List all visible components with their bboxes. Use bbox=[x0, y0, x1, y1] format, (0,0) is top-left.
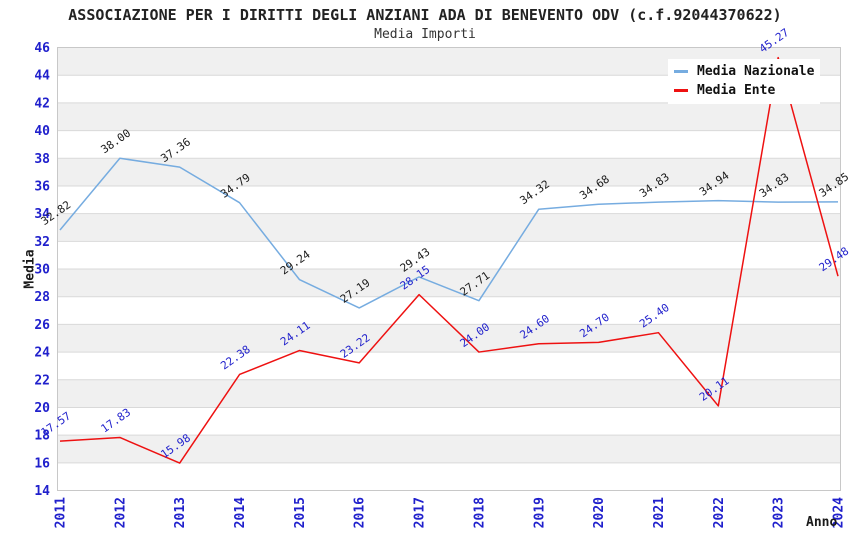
x-tick-label: 2018 bbox=[472, 497, 487, 528]
legend: Media Nazionale Media Ente bbox=[668, 59, 820, 104]
plot-band bbox=[57, 296, 841, 325]
y-tick-label: 36 bbox=[34, 179, 50, 194]
plot-band bbox=[57, 462, 841, 491]
y-axis-title: Media bbox=[22, 249, 38, 289]
y-tick-label: 40 bbox=[34, 124, 50, 139]
y-tick-label: 16 bbox=[34, 456, 50, 471]
x-tick-label: 2022 bbox=[712, 497, 727, 528]
legend-swatch-media-ente bbox=[674, 89, 688, 92]
series-line-media-nazionale bbox=[59, 157, 839, 309]
y-tick-label: 46 bbox=[34, 41, 50, 56]
x-tick-label: 2011 bbox=[54, 497, 69, 528]
y-tick-label: 28 bbox=[34, 290, 50, 305]
plot-band bbox=[57, 269, 841, 297]
series-line-media-ente bbox=[59, 56, 839, 464]
chart-subtitle: Media Importi bbox=[374, 27, 476, 42]
x-tick-label: 2017 bbox=[413, 497, 428, 528]
chart-title: ASSOCIAZIONE PER I DIRITTI DEGLI ANZIANI… bbox=[68, 6, 782, 24]
plot-band bbox=[57, 435, 841, 463]
x-tick-label: 2015 bbox=[293, 497, 308, 528]
y-tick-label: 20 bbox=[34, 401, 50, 416]
x-tick-label: 2021 bbox=[652, 497, 667, 528]
plot-band bbox=[57, 324, 841, 353]
x-tick-label: 2014 bbox=[233, 497, 248, 528]
x-tick-label: 2013 bbox=[173, 497, 188, 528]
legend-item-media-nazionale: Media Nazionale bbox=[674, 62, 820, 81]
legend-label: Media Nazionale bbox=[697, 64, 815, 79]
plot-border bbox=[57, 47, 841, 491]
plot-band bbox=[57, 213, 841, 242]
plot-band bbox=[57, 379, 841, 408]
plot-band bbox=[57, 352, 841, 380]
y-tick-label: 38 bbox=[34, 152, 50, 167]
plot-band bbox=[57, 102, 841, 131]
y-tick-label: 22 bbox=[34, 373, 50, 388]
x-tick-label: 2023 bbox=[772, 497, 787, 528]
plot-band bbox=[57, 130, 841, 159]
x-tick-label: 2019 bbox=[532, 497, 547, 528]
legend-swatch-media-nazionale bbox=[674, 70, 688, 73]
plot-band bbox=[57, 185, 841, 214]
y-tick-label: 42 bbox=[34, 96, 50, 111]
plot-band bbox=[57, 241, 841, 269]
y-tick-label: 44 bbox=[34, 69, 50, 84]
legend-item-media-ente: Media Ente bbox=[674, 81, 820, 100]
y-tick-label: 30 bbox=[34, 263, 50, 278]
y-tick-label: 24 bbox=[34, 346, 50, 361]
x-axis-title: Anno bbox=[806, 515, 838, 530]
y-tick-label: 26 bbox=[34, 318, 50, 333]
x-tick-label: 2016 bbox=[353, 497, 368, 528]
y-tick-label: 32 bbox=[34, 235, 50, 250]
y-tick-label: 14 bbox=[34, 484, 50, 499]
plot-band bbox=[57, 407, 841, 436]
legend-label: Media Ente bbox=[697, 83, 776, 98]
y-tick-label: 34 bbox=[34, 207, 50, 222]
x-tick-label: 2024 bbox=[832, 497, 847, 528]
x-tick-label: 2020 bbox=[592, 497, 607, 528]
y-tick-label: 18 bbox=[34, 429, 50, 444]
x-tick-label: 2012 bbox=[113, 497, 128, 528]
